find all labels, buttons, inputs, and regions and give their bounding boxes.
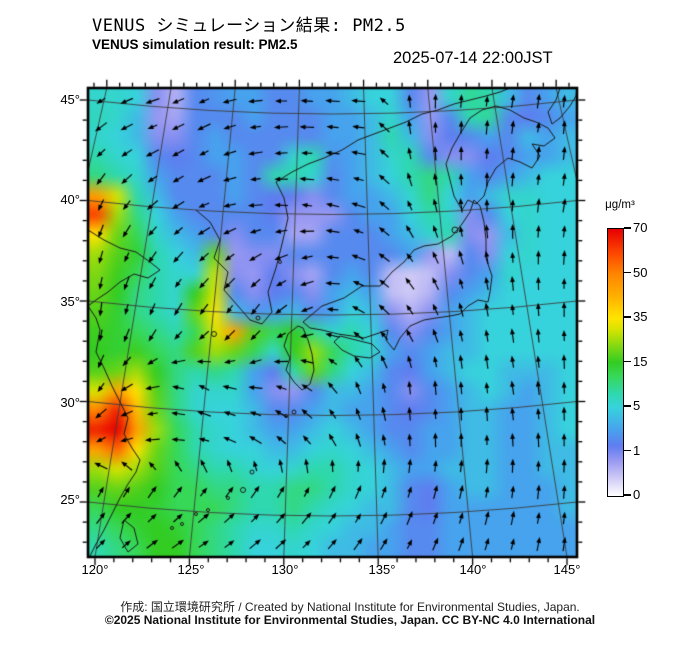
lon-tick-label: 140° bbox=[459, 562, 487, 577]
lon-tick-label: 130° bbox=[271, 562, 299, 577]
lat-tick-label: 30° bbox=[60, 395, 80, 410]
colorbar-unit-label: μg/m³ bbox=[605, 199, 635, 211]
colorbar-tick-mark bbox=[624, 405, 631, 407]
colorbar-tick-label: 1 bbox=[633, 442, 641, 458]
lon-tick-label: 125° bbox=[177, 562, 205, 577]
lon-tick-label: 145° bbox=[553, 562, 581, 577]
lat-tick-label: 25° bbox=[60, 492, 80, 507]
lat-tick-label: 40° bbox=[60, 192, 80, 207]
lon-tick-label: 120° bbox=[81, 562, 109, 577]
lon-tick-label: 135° bbox=[368, 562, 396, 577]
colorbar-tick-mark bbox=[624, 227, 631, 229]
colorbar-tick-mark bbox=[624, 449, 631, 452]
page-title-english: VENUS simulation result: PM2.5 bbox=[92, 37, 298, 52]
colorbar-tick-mark bbox=[624, 271, 631, 274]
attribution-line: 作成: 国立環境研究所 / Created by National Instit… bbox=[120, 600, 580, 614]
lat-tick-label: 45° bbox=[60, 92, 80, 107]
colorbar-tick-mark bbox=[624, 316, 631, 318]
colorbar-tick-label: 5 bbox=[633, 398, 641, 413]
colorbar-tick-label: 50 bbox=[633, 264, 648, 280]
colorbar-tick-label: 15 bbox=[633, 353, 648, 369]
lat-tick-label: 35° bbox=[60, 294, 80, 309]
colorbar-tick-mark bbox=[624, 360, 631, 363]
colorbar-tick-label: 0 bbox=[633, 487, 641, 502]
colorbar-gradient bbox=[607, 228, 624, 497]
colorbar-tick-label: 35 bbox=[633, 309, 648, 324]
copyright-line: ©2025 National Institute for Environment… bbox=[104, 613, 596, 627]
page-title-japanese: VENUS シミュレーション結果: PM2.5 bbox=[92, 16, 406, 36]
colorbar-tick-mark bbox=[624, 494, 631, 496]
timestamp-label: 2025-07-14 22:00JST bbox=[393, 49, 553, 67]
colorbar-tick-label: 70 bbox=[633, 220, 648, 235]
